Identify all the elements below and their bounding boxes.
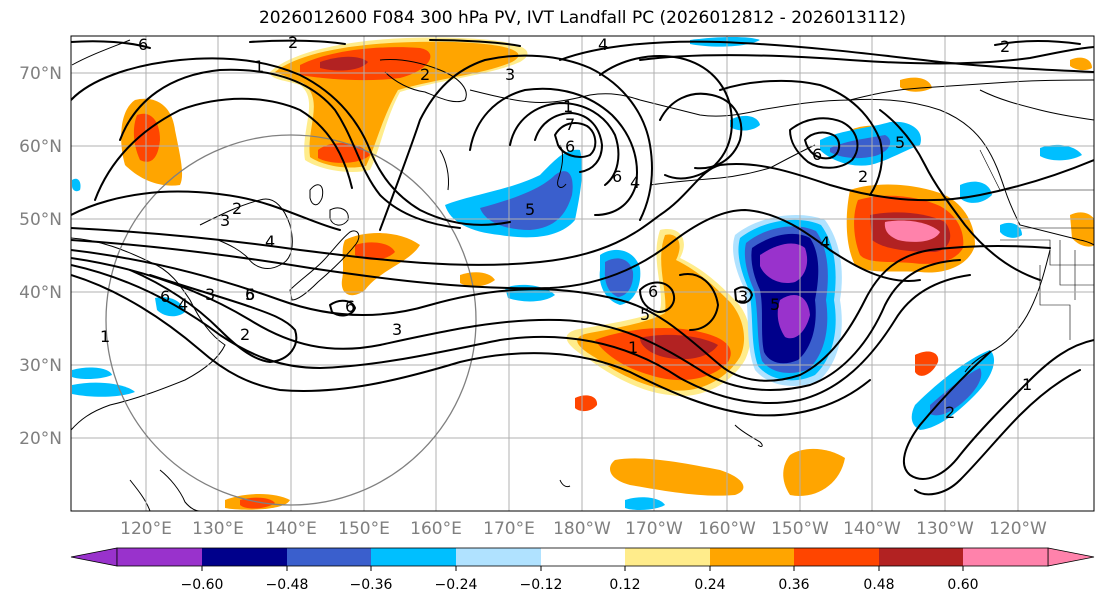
contour-label: 6	[345, 297, 355, 316]
contour-label: 5	[895, 133, 905, 152]
lon-label: 130°E	[192, 519, 244, 539]
contour-label: 6	[612, 167, 622, 186]
lon-label: 120°E	[120, 519, 172, 539]
colorbar-tick-label: 0.60	[947, 577, 978, 593]
contour-label: 4	[598, 35, 608, 54]
lat-label: 60°N	[19, 137, 62, 157]
contour-label: 2	[232, 199, 242, 218]
contour-label: 6	[648, 282, 658, 301]
contour-label: 1	[100, 327, 110, 346]
colorbar-segment	[963, 548, 1048, 566]
colorbar-tick-label: −0.36	[350, 577, 393, 593]
lon-label: 160°W	[698, 519, 756, 539]
contour-label: 6	[245, 285, 255, 304]
map-title: 2026012600 F084 300 hPa PV, IVT Landfall…	[258, 8, 906, 28]
colorbar: −0.60 −0.48 −0.36 −0.24 −0.12 0.12 0.24 0.36 0.4…	[70, 547, 1095, 593]
contour-label: 6	[565, 137, 575, 156]
colorbar-segment	[202, 548, 287, 566]
coastlines	[71, 39, 1094, 511]
contour-label: 2	[420, 65, 430, 84]
contour-label: 5	[525, 200, 535, 219]
contour-label: 7	[565, 115, 575, 134]
lon-label: 150°E	[338, 519, 390, 539]
colorbar-tick-label: 0.48	[863, 577, 894, 593]
colorbar-tick-label: −0.60	[181, 577, 224, 593]
contour-label: 1	[254, 57, 264, 76]
colorbar-segment	[710, 548, 794, 566]
colorbar-tick-label: −0.48	[266, 577, 309, 593]
lat-label: 20°N	[19, 429, 62, 449]
contour-label: 4	[630, 173, 640, 192]
contour-label: 2	[945, 403, 955, 422]
contour-label: 2	[1000, 37, 1010, 56]
contour-label: 4	[265, 232, 275, 251]
contour-label: 5	[245, 285, 255, 304]
colorbar-tick-label: 0.36	[778, 577, 809, 593]
contour-labels: 6 2 1 2 4 2 3 2 3 4 5 6 1 7 6 4 5 6 5 6 …	[100, 33, 1032, 422]
lon-label: 150°W	[771, 519, 829, 539]
contour-label: 1	[628, 338, 638, 357]
colorbar-outline	[116, 547, 1049, 567]
latitude-labels: 70°N 60°N 50°N 40°N 30°N 20°N	[19, 64, 62, 449]
lon-label: 170°W	[625, 519, 683, 539]
colorbar-segment	[371, 548, 456, 566]
colorbar-segment	[625, 548, 710, 566]
lon-label: 160°E	[410, 519, 462, 539]
lon-label: 170°E	[483, 519, 535, 539]
contour-label: 4	[820, 233, 830, 252]
colorbar-tick-label: 0.12	[609, 577, 640, 593]
colorbar-segment	[879, 548, 963, 566]
colorbar-segment	[794, 548, 879, 566]
contour-label: 1	[1022, 375, 1032, 394]
contour-label: 3	[205, 285, 215, 304]
contour-label: 3	[220, 211, 230, 230]
contour-label: 2	[288, 33, 298, 52]
colorbar-segment	[117, 548, 202, 566]
contour-label: 4	[178, 295, 188, 314]
lat-label: 40°N	[19, 283, 62, 303]
longitude-labels: 120°E 130°E 140°E 150°E 160°E 170°E 180°…	[120, 519, 1047, 539]
contour-label: 6	[138, 35, 148, 54]
contour-label: 5	[640, 305, 650, 324]
contour-label: 2	[858, 167, 868, 186]
lon-label: 140°W	[843, 519, 901, 539]
lon-label: 120°W	[989, 519, 1047, 539]
colorbar-segment	[287, 548, 371, 566]
contour-label: 6	[812, 145, 822, 164]
contour-label: 6	[160, 287, 170, 306]
colorbar-segment	[541, 548, 625, 566]
lat-label: 70°N	[19, 64, 62, 84]
colorbar-extend-right	[1047, 547, 1095, 567]
contour-label: 1	[563, 97, 573, 116]
colorbar-segments	[117, 548, 1048, 566]
contour-label: 3	[738, 287, 748, 306]
contour-label: 3	[505, 65, 515, 84]
map-frame	[70, 35, 1095, 512]
pc-shading-negative	[72, 37, 1082, 510]
lon-label: 140°E	[265, 519, 317, 539]
lon-label: 130°W	[916, 519, 974, 539]
landfall-radius-circle	[105, 134, 477, 506]
colorbar-tick-label: −0.24	[435, 577, 478, 593]
lat-label: 30°N	[19, 356, 62, 376]
contour-label: 5	[770, 295, 780, 314]
contour-label: 2	[240, 325, 250, 344]
colorbar-tick-label: −0.12	[520, 577, 563, 593]
colorbar-segment	[456, 548, 541, 566]
colorbar-ticks: −0.60 −0.48 −0.36 −0.24 −0.12 0.12 0.24 0.36 0.4…	[181, 566, 979, 593]
colorbar-extend-left	[70, 547, 118, 567]
lon-label: 180°W	[553, 519, 611, 539]
lat-label: 50°N	[19, 210, 62, 230]
colorbar-tick-label: 0.24	[694, 577, 725, 593]
pv-contours	[71, 39, 1094, 496]
contour-label: 3	[392, 320, 402, 339]
